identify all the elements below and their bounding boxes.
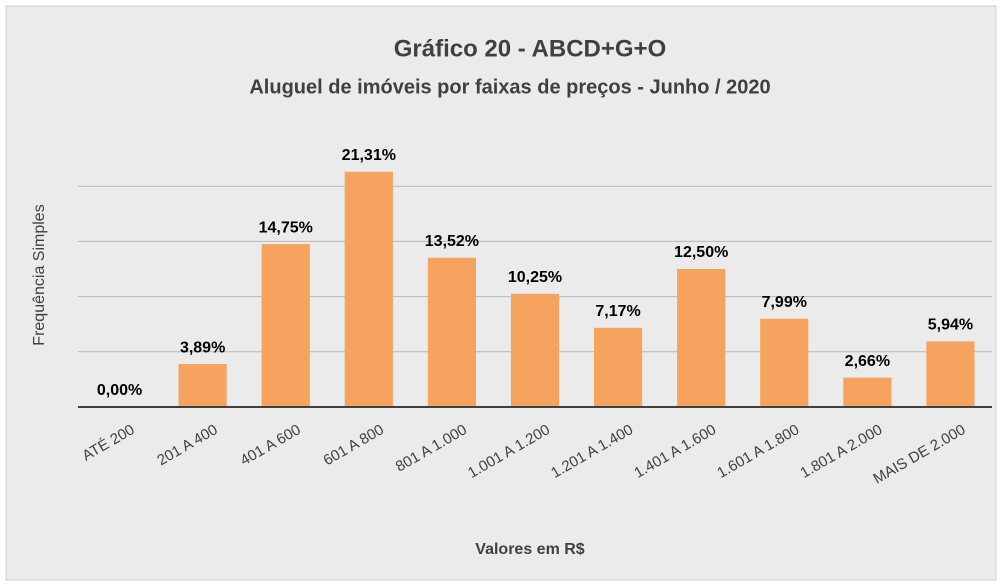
data-label: 7,17% [595, 303, 640, 320]
data-label: 2,66% [845, 353, 890, 370]
chart-subtitle: Aluguel de imóveis por faixas de preços … [249, 76, 770, 98]
bar [427, 257, 477, 407]
chart-title: Gráfico 20 - ABCD+G+O [394, 35, 667, 62]
bar [843, 377, 892, 407]
bar [926, 341, 975, 407]
bar [261, 244, 310, 407]
data-label: 12,50% [674, 244, 728, 261]
data-label: 21,31% [342, 147, 396, 164]
data-label: 3,89% [180, 339, 225, 356]
y-axis-title: Frequência Simples [31, 204, 48, 345]
data-label: 0,00% [97, 382, 142, 399]
data-label: 7,99% [762, 294, 807, 311]
data-label: 10,25% [508, 269, 562, 286]
bar [344, 171, 393, 407]
bar [677, 269, 726, 407]
data-label: 14,75% [259, 219, 313, 236]
bar [593, 327, 643, 407]
data-label: 13,52% [425, 233, 479, 250]
bar [510, 293, 560, 407]
data-label: 5,94% [928, 317, 973, 334]
bar [760, 318, 809, 407]
x-axis-title: Valores em R$ [475, 541, 585, 558]
chart-background [5, 5, 997, 581]
bar [178, 364, 227, 407]
